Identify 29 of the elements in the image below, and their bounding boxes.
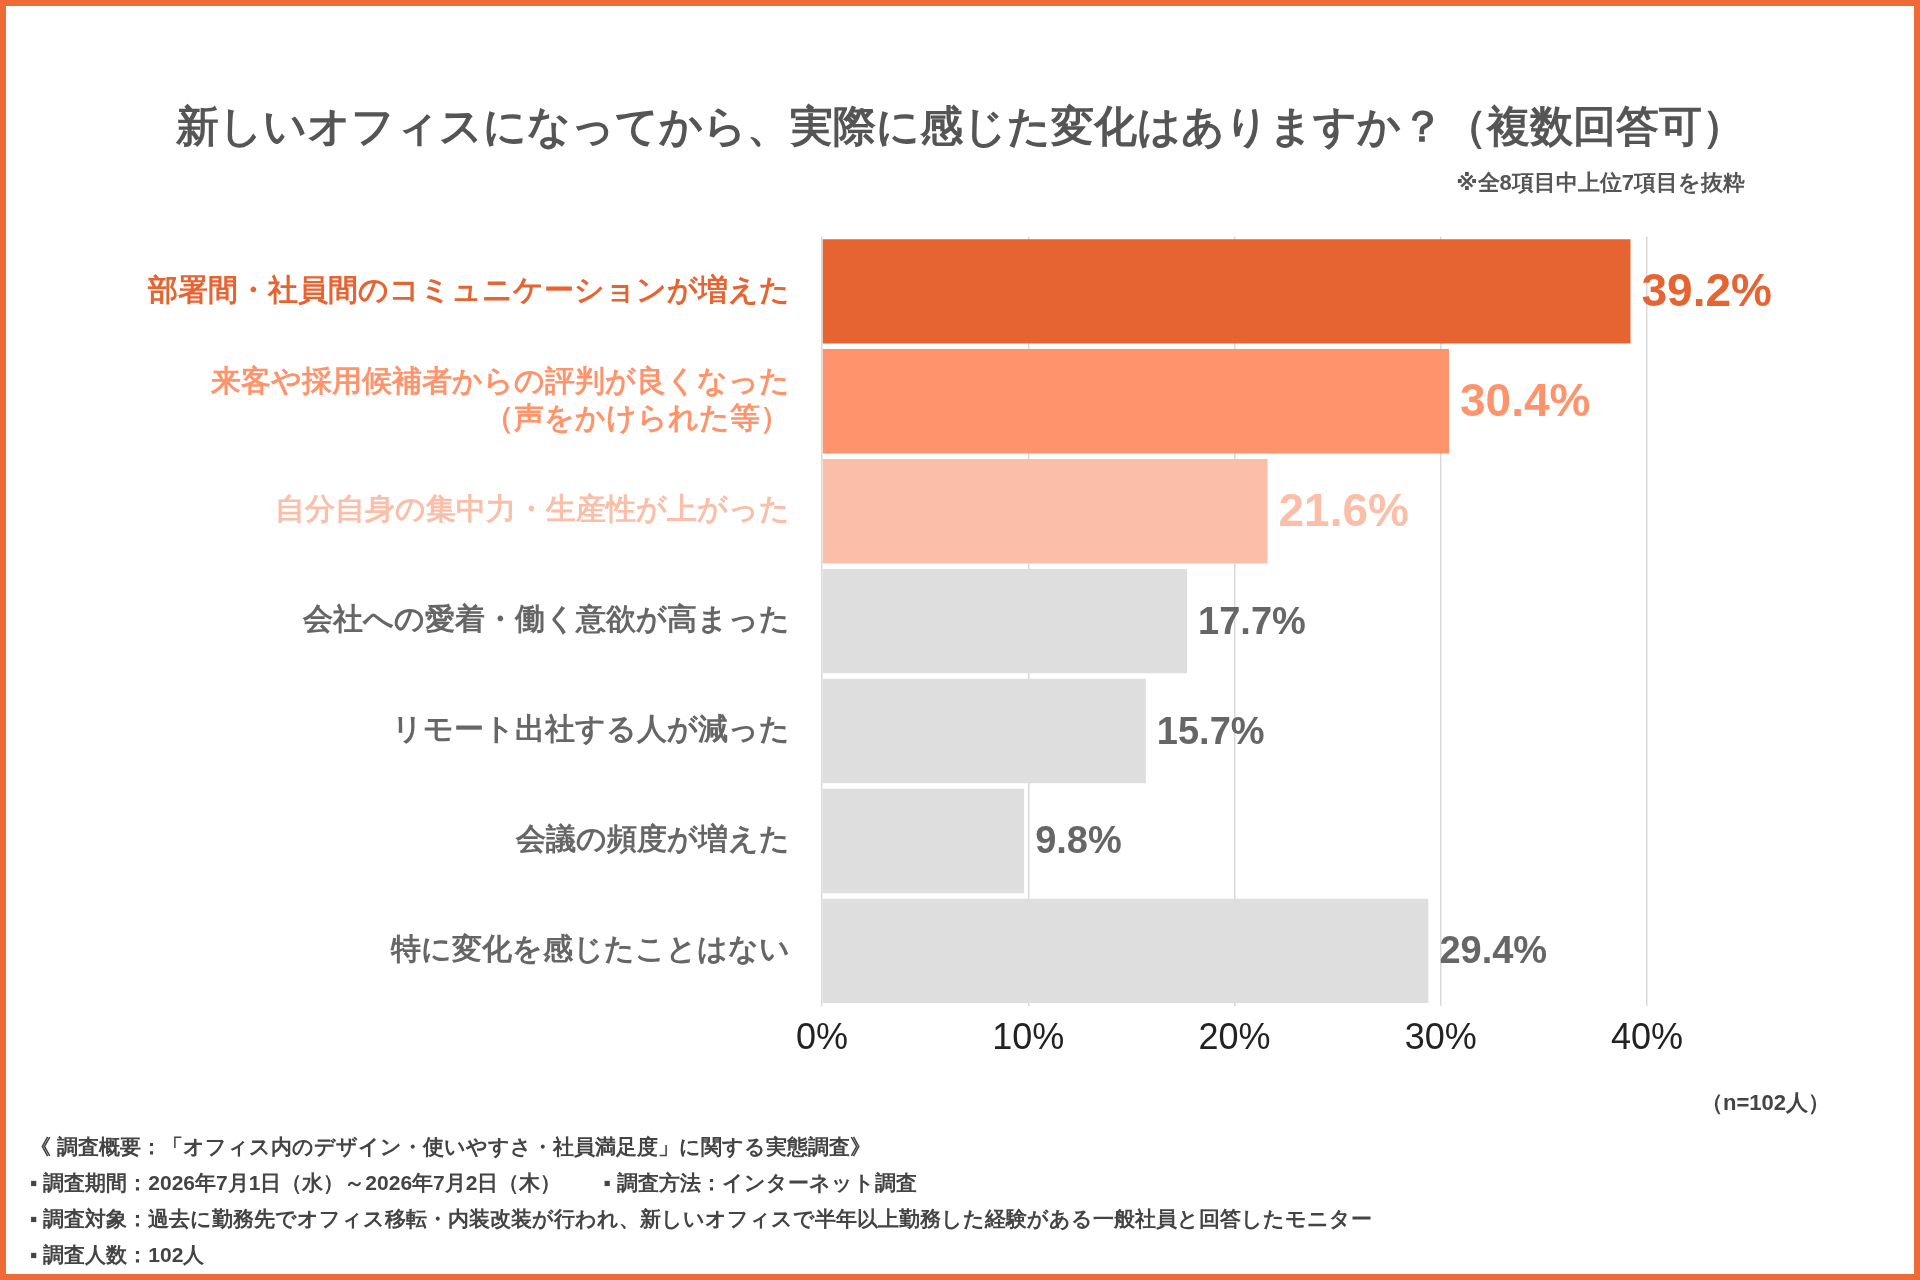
- x-tick-label: 40%: [1610, 1016, 1684, 1058]
- data-label: 29.4%: [1439, 929, 1548, 972]
- data-label: 15.7%: [1156, 709, 1265, 752]
- chart-subtitle: ※全8項目中上位7項目を抜粋: [1456, 169, 1745, 197]
- bar: [822, 349, 1449, 454]
- y-tick-label: 部署間・社員間のコミュニケーションが増えた: [147, 272, 790, 306]
- text: 《 調査概要：「オフィス内のデザイン・使いやすさ・社員満足度」に関する実態調査》: [30, 1134, 872, 1160]
- x-tick-label: 0%: [795, 1016, 849, 1058]
- text: ▪ 調査対象：過去に勤務先でオフィス移転・内装改装が行われ、新しいオフィスで半年以上勤務した経験がある一般社員と回答したモニター: [30, 1206, 1373, 1233]
- bar: [822, 459, 1268, 564]
- y-tick-label: 特に変化を感じたことはない: [390, 932, 790, 966]
- data-label: 21.6%: [1278, 483, 1409, 536]
- x-tick-label: 10%: [992, 1016, 1065, 1058]
- y-tick-label: 来客や採用候補者からの評判が良くなった（声をかけられた等）: [210, 364, 790, 436]
- text: （n=102人）: [1701, 1089, 1830, 1117]
- data-label: 39.2%: [1641, 264, 1772, 317]
- bar: [822, 239, 1631, 344]
- text: ▪ 調査人数：102人: [30, 1242, 206, 1268]
- y-tick-label: 会社への愛着・働く意欲が高まった: [302, 602, 790, 636]
- y-tick-label: 会議の頻度が増えた: [515, 822, 790, 856]
- data-label: 9.8%: [1035, 819, 1122, 862]
- x-tick-label: 30%: [1404, 1016, 1477, 1058]
- y-tick-label: 自分自身の集中力・生産性が上がった: [275, 492, 790, 526]
- y-tick-label: リモート出社する人が減った: [392, 712, 790, 747]
- chart-title: 新しいオフィスになってから、実際に感じた変化はありますか？（複数回答可）: [174, 101, 1746, 152]
- data-label: 30.4%: [1460, 374, 1591, 426]
- data-label: 17.7%: [1198, 599, 1306, 642]
- x-tick-label: 20%: [1198, 1016, 1271, 1058]
- text: ▪ 調査期間：2026年7月1日（水）～2026年7月2日（木） ▪ 調査方法：インターネット調査: [30, 1170, 918, 1196]
